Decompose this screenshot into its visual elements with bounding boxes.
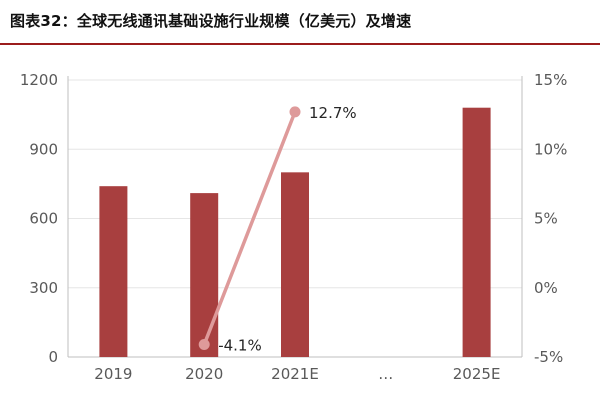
y-left-tick-label: 1200 bbox=[20, 71, 58, 89]
y-right-tick-label: 5% bbox=[534, 210, 558, 228]
x-tick-label: … bbox=[378, 365, 393, 383]
y-left-tick-label: 900 bbox=[29, 140, 58, 158]
y-left-tick-label: 600 bbox=[29, 210, 58, 228]
chart-title: 图表32：全球无线通讯基础设施行业规模（亿美元）及增速 bbox=[10, 12, 412, 30]
title-underline bbox=[0, 43, 600, 45]
data-label: 12.7% bbox=[309, 104, 357, 122]
bar bbox=[281, 172, 309, 357]
growth-line bbox=[202, 110, 297, 347]
x-tick-label: 2021E bbox=[271, 365, 319, 383]
y-right-tick-label: 15% bbox=[534, 71, 567, 89]
y-left-tick-label: 300 bbox=[29, 279, 58, 297]
y-right-tick-label: 0% bbox=[534, 279, 558, 297]
bar bbox=[462, 107, 491, 357]
y-left-tick-label: 0 bbox=[48, 348, 58, 366]
y-right-tick-label: 10% bbox=[534, 140, 567, 158]
data-label: -4.1% bbox=[218, 337, 262, 355]
x-tick-label: 2025E bbox=[453, 365, 501, 383]
x-tick-label: 2020 bbox=[185, 365, 223, 383]
y-right-tick-label: -5% bbox=[534, 348, 563, 366]
x-tick-label: 2019 bbox=[94, 365, 132, 383]
bar bbox=[190, 193, 219, 357]
bar bbox=[99, 186, 128, 357]
line-point bbox=[289, 106, 301, 118]
line-point bbox=[198, 339, 210, 351]
